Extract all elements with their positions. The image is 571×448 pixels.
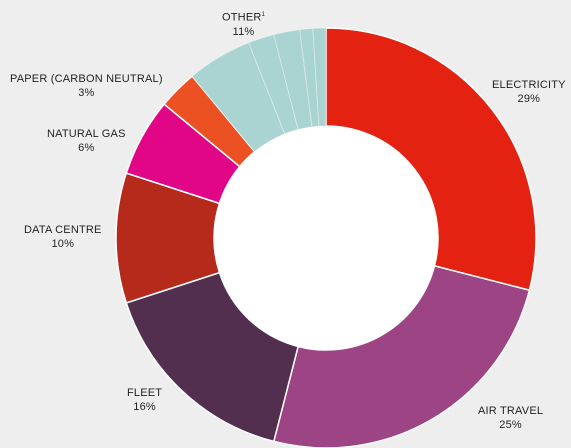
label-paper-name: PAPER (CARBON NEUTRAL) bbox=[10, 73, 163, 85]
label-electricity-value: 29% bbox=[517, 93, 541, 105]
label-other: OTHER1 11% bbox=[222, 8, 265, 39]
label-data-centre-name: DATA CENTRE bbox=[24, 224, 102, 236]
label-other-name-line: OTHER1 bbox=[222, 8, 265, 25]
donut-hole bbox=[214, 126, 438, 350]
label-natural-gas-name: NATURAL GAS bbox=[47, 128, 126, 140]
label-natural-gas-value: 6% bbox=[78, 142, 95, 154]
label-data-centre: DATA CENTRE 10% bbox=[24, 223, 102, 251]
label-air-travel-value: 25% bbox=[499, 419, 522, 431]
label-other-footnote: 1 bbox=[261, 12, 266, 18]
label-natural-gas: NATURAL GAS 6% bbox=[47, 127, 126, 155]
label-other-value: 11% bbox=[232, 25, 255, 38]
label-data-centre-value: 10% bbox=[51, 238, 75, 250]
label-other-name: OTHER bbox=[222, 11, 262, 24]
label-air-travel-name: AIR TRAVEL bbox=[478, 405, 544, 417]
label-fleet-value: 16% bbox=[133, 401, 156, 413]
label-paper-value: 3% bbox=[78, 87, 95, 99]
label-electricity: ELECTRICITY 29% bbox=[492, 78, 566, 106]
label-air-travel: AIR TRAVEL 25% bbox=[478, 404, 543, 432]
label-fleet-name: FLEET bbox=[127, 387, 163, 399]
label-paper: PAPER (CARBON NEUTRAL) 3% bbox=[10, 72, 163, 100]
label-fleet: FLEET 16% bbox=[127, 386, 162, 414]
label-electricity-name: ELECTRICITY bbox=[492, 79, 566, 91]
